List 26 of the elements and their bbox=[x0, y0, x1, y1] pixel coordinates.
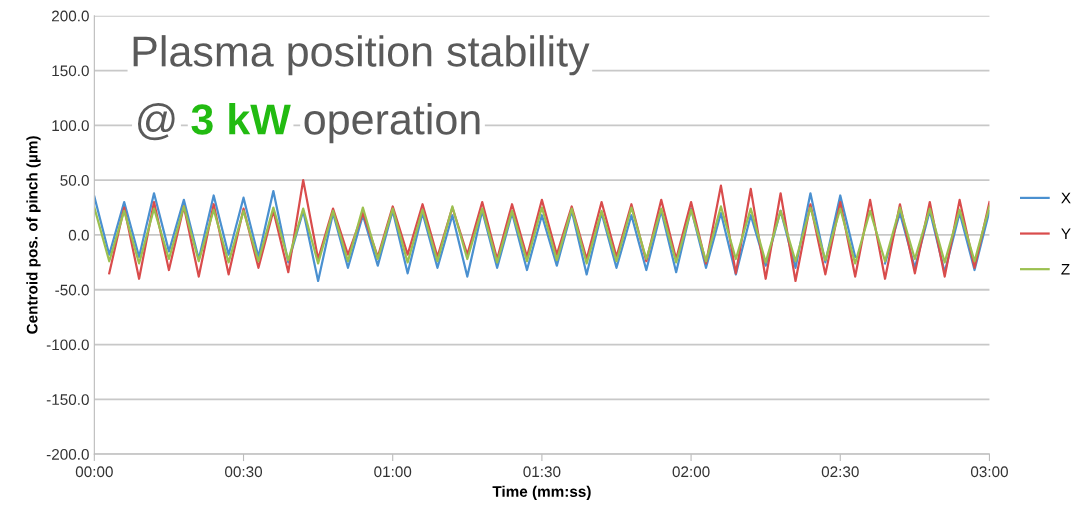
annotation: @ bbox=[138, 103, 175, 141]
y-tick-label: 0.0 bbox=[68, 229, 89, 241]
line-series bbox=[94, 205, 990, 265]
x-tick-label: 02:30 bbox=[821, 466, 859, 478]
y-tick-label: -200.0 bbox=[46, 448, 89, 460]
legend-label: Y bbox=[1061, 228, 1071, 239]
y-tick-label: -50.0 bbox=[55, 284, 89, 296]
x-tick-label: 00:00 bbox=[75, 466, 113, 478]
legend-label: Z bbox=[1061, 264, 1070, 275]
y-tick-label: 150.0 bbox=[52, 65, 89, 77]
annotation: 3 kW bbox=[191, 103, 291, 135]
legend-label: X bbox=[1061, 192, 1071, 204]
x-axis-title: Time (mm:ss) bbox=[492, 485, 591, 500]
y-tick-label: 200.0 bbox=[52, 10, 89, 22]
y-tick-label: 100.0 bbox=[52, 120, 89, 132]
x-tick-label: 01:00 bbox=[374, 466, 412, 478]
x-tick-label: 03:00 bbox=[970, 466, 1008, 478]
chart-title: Plasma position stability bbox=[133, 35, 590, 76]
x-tick-label: 02:00 bbox=[672, 466, 710, 478]
annotation: operation bbox=[304, 103, 480, 144]
x-tick-label: 01:30 bbox=[523, 466, 561, 478]
y-tick-label: -100.0 bbox=[46, 339, 89, 351]
y-axis-title: Centroid pos. of pinch (µm) bbox=[26, 136, 41, 334]
y-tick-label: 50.0 bbox=[60, 175, 89, 186]
x-tick-label: 00:30 bbox=[225, 466, 263, 478]
y-tick-label: -150.0 bbox=[46, 394, 89, 406]
